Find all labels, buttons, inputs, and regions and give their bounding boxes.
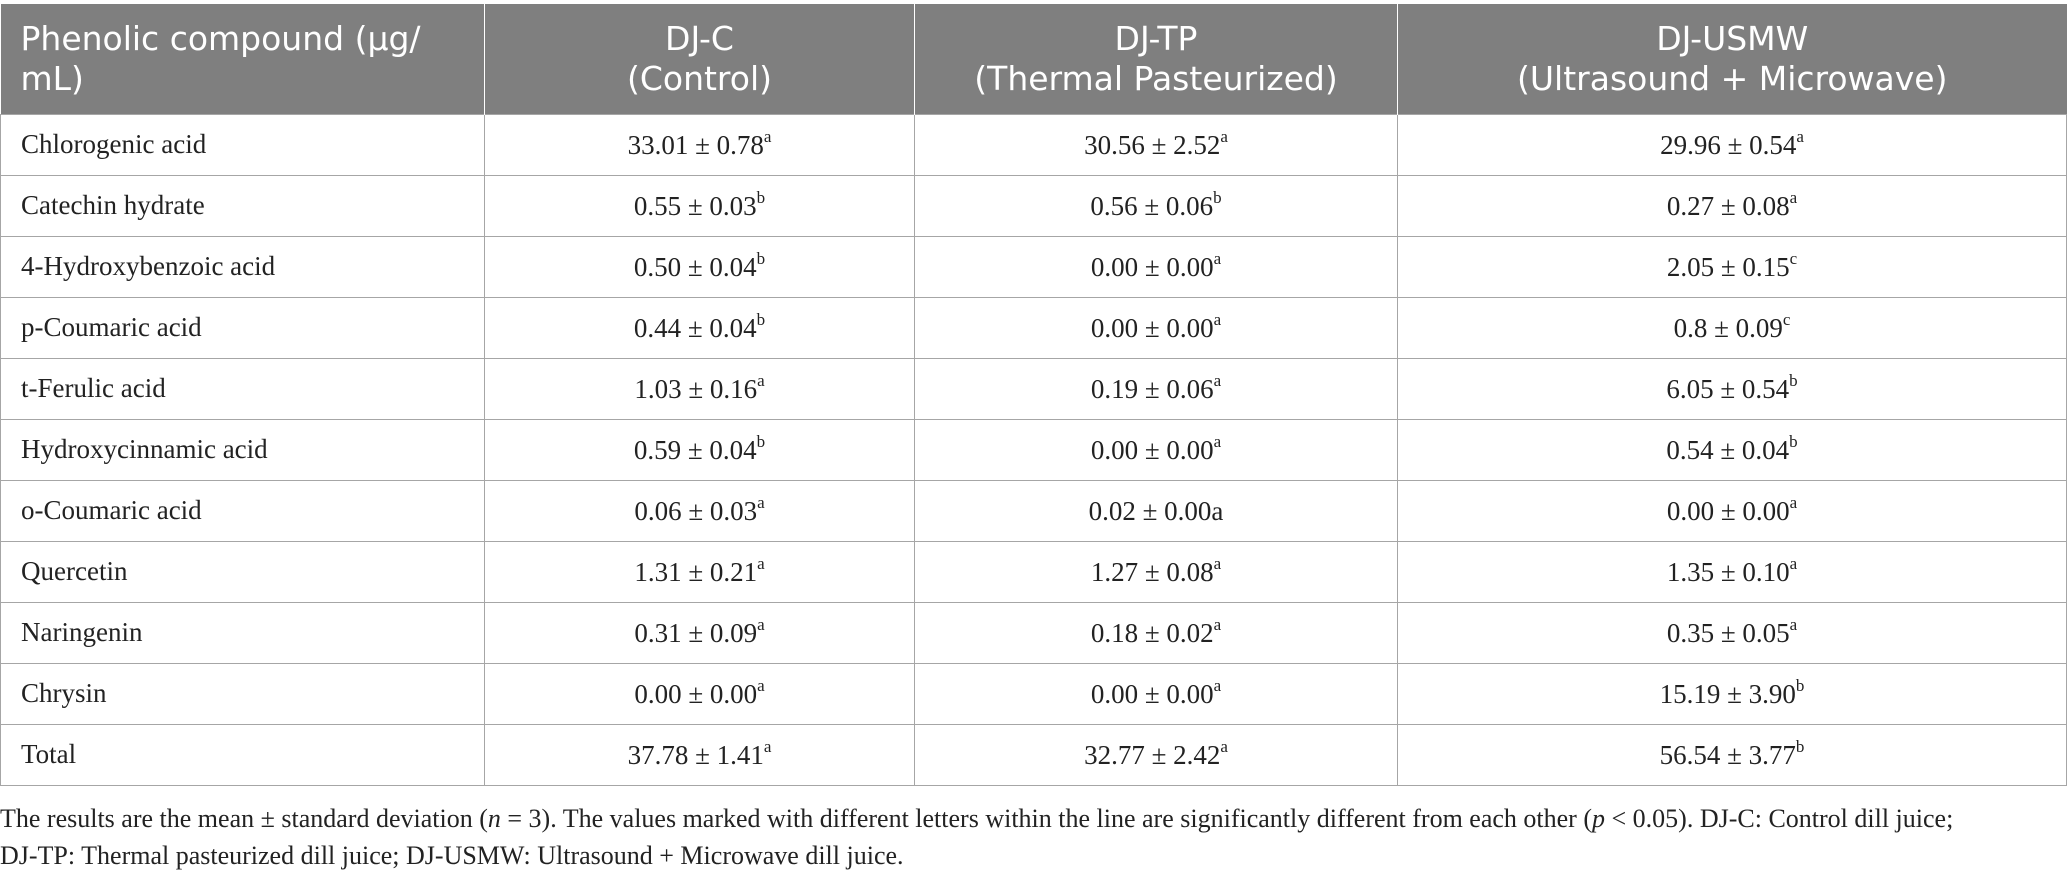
cell-dj-c: 0.00 ± 0.00a: [484, 662, 915, 725]
cell-dj-usmw: 0.27 ± 0.08a: [1397, 174, 2067, 237]
row-label: Naringenin: [0, 601, 485, 664]
table-row-total: Total 37.78 ± 1.41a 32.77 ± 2.42a 56.54 …: [0, 723, 2067, 786]
table-row: p-Coumaric acid 0.44 ± 0.04b 0.00 ± 0.00…: [0, 296, 2067, 359]
cell-dj-tp: 0.00 ± 0.00a: [914, 418, 1398, 481]
row-label: Chlorogenic acid: [0, 113, 485, 176]
cell-dj-tp: 0.56 ± 0.06b: [914, 174, 1398, 237]
header-dj-tp: DJ-TP (Thermal Pasteurized): [914, 4, 1398, 114]
cell-dj-usmw: 6.05 ± 0.54b: [1397, 357, 2067, 420]
row-label: Hydroxycinnamic acid: [0, 418, 485, 481]
cell-dj-tp: 0.18 ± 0.02a: [914, 601, 1398, 664]
phenolic-compounds-table: Phenolic compound (μg/mL) DJ-C (Control) …: [0, 4, 2067, 786]
table-row: Quercetin 1.31 ± 0.21a 1.27 ± 0.08a 1.35…: [0, 540, 2067, 603]
cell-dj-c: 0.50 ± 0.04b: [484, 235, 915, 298]
cell-dj-usmw: 0.54 ± 0.04b: [1397, 418, 2067, 481]
cell-dj-usmw: 0.8 ± 0.09c: [1397, 296, 2067, 359]
row-label: Total: [0, 723, 485, 786]
table-row: Chrysin 0.00 ± 0.00a 0.00 ± 0.00a 15.19 …: [0, 662, 2067, 725]
cell-dj-c: 0.06 ± 0.03a: [484, 479, 915, 542]
cell-dj-tp: 1.27 ± 0.08a: [914, 540, 1398, 603]
table-footnote: The results are the mean ± standard devi…: [0, 804, 1954, 870]
row-label: Chrysin: [0, 662, 485, 725]
cell-dj-usmw: 29.96 ± 0.54a: [1397, 113, 2067, 176]
cell-dj-tp: 0.00 ± 0.00a: [914, 296, 1398, 359]
cell-dj-c: 1.31 ± 0.21a: [484, 540, 915, 603]
header-dj-c: DJ-C (Control): [484, 4, 915, 114]
table-row: Naringenin 0.31 ± 0.09a 0.18 ± 0.02a 0.3…: [0, 601, 2067, 664]
table-header: Phenolic compound (μg/mL) DJ-C (Control) …: [0, 4, 2067, 114]
header-row: Phenolic compound (μg/mL) DJ-C (Control) …: [0, 4, 2067, 114]
row-label: t-Ferulic acid: [0, 357, 485, 420]
cell-dj-c: 0.31 ± 0.09a: [484, 601, 915, 664]
cell-dj-c: 0.59 ± 0.04b: [484, 418, 915, 481]
table-row: 4-Hydroxybenzoic acid 0.50 ± 0.04b 0.00 …: [0, 235, 2067, 298]
cell-dj-usmw: 2.05 ± 0.15c: [1397, 235, 2067, 298]
table-row: t-Ferulic acid 1.03 ± 0.16a 0.19 ± 0.06a…: [0, 357, 2067, 420]
cell-dj-usmw: 1.35 ± 0.10a: [1397, 540, 2067, 603]
cell-dj-usmw: 56.54 ± 3.77b: [1397, 723, 2067, 786]
table-row: Hydroxycinnamic acid 0.59 ± 0.04b 0.00 ±…: [0, 418, 2067, 481]
cell-dj-tp: 32.77 ± 2.42a: [914, 723, 1398, 786]
cell-dj-c: 0.44 ± 0.04b: [484, 296, 915, 359]
row-label: p-Coumaric acid: [0, 296, 485, 359]
cell-dj-usmw: 0.35 ± 0.05a: [1397, 601, 2067, 664]
cell-dj-tp: 0.00 ± 0.00a: [914, 235, 1398, 298]
row-label: Catechin hydrate: [0, 174, 485, 237]
cell-dj-c: 1.03 ± 0.16a: [484, 357, 915, 420]
cell-dj-tp: 0.00 ± 0.00a: [914, 662, 1398, 725]
cell-dj-tp: 0.19 ± 0.06a: [914, 357, 1398, 420]
cell-dj-c: 37.78 ± 1.41a: [484, 723, 915, 786]
cell-dj-c: 33.01 ± 0.78a: [484, 113, 915, 176]
table-row: o-Coumaric acid 0.06 ± 0.03a 0.02 ± 0.00…: [0, 479, 2067, 542]
cell-dj-tp: 30.56 ± 2.52a: [914, 113, 1398, 176]
table-body: Chlorogenic acid 33.01 ± 0.78a 30.56 ± 2…: [0, 113, 2067, 786]
row-label: o-Coumaric acid: [0, 479, 485, 542]
table-row: Chlorogenic acid 33.01 ± 0.78a 30.56 ± 2…: [0, 113, 2067, 176]
cell-dj-usmw: 0.00 ± 0.00a: [1397, 479, 2067, 542]
header-phenolic-compound: Phenolic compound (μg/mL): [0, 4, 485, 114]
row-label: 4-Hydroxybenzoic acid: [0, 235, 485, 298]
cell-dj-c: 0.55 ± 0.03b: [484, 174, 915, 237]
cell-dj-usmw: 15.19 ± 3.90b: [1397, 662, 2067, 725]
row-label: Quercetin: [0, 540, 485, 603]
table-row: Catechin hydrate 0.55 ± 0.03b 0.56 ± 0.0…: [0, 174, 2067, 237]
header-dj-usmw: DJ-USMW (Ultrasound + Microwave): [1397, 4, 2067, 114]
cell-dj-tp: 0.02 ± 0.00a: [914, 479, 1398, 542]
